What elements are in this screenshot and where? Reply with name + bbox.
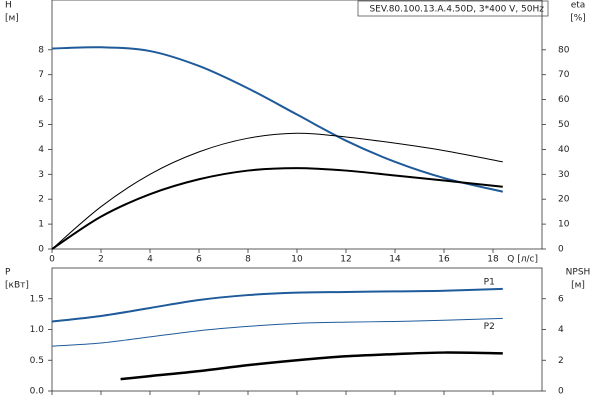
y-tick-label: 3: [38, 170, 44, 180]
y2-tick-label: 6: [558, 294, 564, 304]
x-tick-label: 10: [291, 255, 303, 265]
x-tick-label: 8: [245, 255, 251, 265]
y2-axis-label: NPSH: [566, 268, 591, 278]
y2-tick-label: 20: [558, 195, 570, 205]
x-tick-label: 12: [340, 255, 351, 265]
plot-frame: [51, 0, 543, 250]
series-line: [51, 317, 503, 347]
y2-tick-label: 30: [558, 170, 570, 180]
x-tick-label: 14: [389, 255, 401, 265]
y-axis-label: P: [5, 268, 11, 278]
y-tick-label: 5: [38, 120, 44, 130]
x-tick-label: 2: [98, 255, 104, 265]
x-tick-label: 0: [49, 255, 55, 265]
y-tick-label: 1.5: [30, 294, 44, 304]
y-tick-label: 0.5: [30, 356, 44, 366]
x-axis-label: Q [л/с]: [507, 255, 538, 265]
y2-tick-label: 0: [558, 387, 564, 397]
series-line: [51, 46, 504, 193]
y-tick-label: 7: [38, 70, 44, 80]
y2-tick-label: 70: [558, 70, 570, 80]
series-line: [51, 167, 503, 250]
y-tick-label: 0: [38, 245, 44, 255]
y2-tick-label: 10: [558, 220, 570, 230]
x-tick-label: 18: [487, 255, 499, 265]
y-tick-label: 2: [38, 195, 44, 205]
chart-title: SEV.80.100.13.A.4.50D, 3*400 V, 50Hz: [369, 5, 544, 15]
y2-axis-label: eta: [571, 1, 586, 11]
series-line: [51, 287, 503, 323]
series-label: P1: [484, 277, 495, 287]
y-axis-unit: [кВт]: [5, 281, 29, 291]
x-tick-label: 6: [196, 255, 202, 265]
y2-tick-label: 80: [558, 45, 570, 55]
y2-axis-unit: [%]: [570, 14, 586, 24]
y2-tick-label: 40: [558, 145, 570, 155]
y-axis-unit: [м]: [5, 14, 19, 24]
y2-tick-label: 2: [558, 356, 564, 366]
y-tick-label: 4: [38, 145, 44, 155]
series-line: [51, 132, 503, 250]
y2-tick-label: 50: [558, 120, 570, 130]
y2-tick-label: 0: [558, 245, 564, 255]
plot-frame: [51, 267, 543, 392]
x-tick-label: 16: [438, 255, 450, 265]
y2-tick-label: 4: [558, 325, 564, 335]
x-tick-label: 4: [147, 255, 153, 265]
y-tick-label: 1.0: [30, 325, 45, 335]
series-label: P2: [484, 322, 495, 332]
series-line: [120, 351, 503, 381]
y-tick-label: 1: [38, 220, 44, 230]
y-tick-label: 8: [38, 45, 44, 55]
y2-tick-label: 60: [558, 95, 570, 105]
y-axis-label: H: [5, 1, 12, 11]
title-box: [357, 0, 549, 17]
y-tick-label: 0.0: [30, 387, 45, 397]
y-tick-label: 6: [38, 95, 44, 105]
y2-axis-unit: [м]: [571, 281, 585, 291]
